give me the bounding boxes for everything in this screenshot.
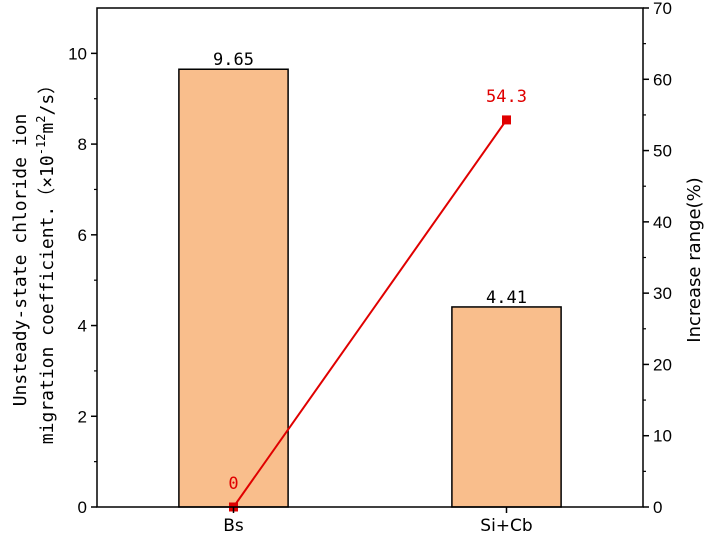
line-series: [232, 119, 508, 508]
bar-value-label-1: 4.41: [486, 288, 527, 308]
y-right-tick-label-30: 30: [653, 284, 672, 303]
y-right-tick-label-20: 20: [653, 355, 672, 374]
line-value-label-0: 0: [228, 474, 238, 494]
bars-layer: 9.65 4.41: [178, 50, 562, 508]
y-right-tick-label-50: 50: [653, 142, 672, 161]
y-right-tick-label-0: 0: [653, 498, 662, 517]
x-tick-label-0: Bs: [223, 516, 244, 536]
y-left-tick-label-6: 6: [78, 226, 87, 245]
bar-0: [178, 68, 289, 508]
line-value-label-1: 54.3: [486, 87, 527, 107]
y-axis-left-title-exp: -12: [34, 134, 48, 156]
y-left-tick-label-4: 4: [78, 317, 87, 336]
y-axis-right-title: Increase range(%): [684, 177, 705, 342]
y-axis-left-title-prefix: migration coefficient.（×10: [37, 155, 58, 444]
y-left-tick-label-0: 0: [78, 498, 87, 517]
y-right-tick-label-70: 70: [653, 0, 672, 18]
bar-1: [451, 306, 562, 508]
x-tick-label-1: Si+Cb: [480, 516, 532, 536]
y-right-tick-label-10: 10: [653, 427, 672, 446]
bar-value-label-0: 9.65: [213, 50, 254, 70]
y-left-tick-label-8: 8: [78, 135, 87, 154]
y-axis-left-title-line2: migration coefficient.（×10-12m2/s）: [34, 76, 58, 444]
y-left-tick-label-10: 10: [68, 44, 87, 63]
y-left-tick-label-2: 2: [78, 407, 87, 426]
y-right-tick-label-60: 60: [653, 70, 672, 89]
axes-layer: 0 2 4 6 8 10 0 10 20 30 40 50 60 70 Bs Si+Cb: [68, 0, 672, 536]
y-axis-left-title-suffix: /s）: [37, 76, 58, 116]
y-axis-left-title-line1: Unsteady-state chloride ion: [10, 114, 31, 407]
y-axis-left-title-exp2: 2: [34, 115, 48, 122]
y-axis-left-title-mid: m: [37, 123, 58, 134]
line-point-1: [502, 115, 511, 125]
y-right-tick-label-40: 40: [653, 213, 672, 232]
